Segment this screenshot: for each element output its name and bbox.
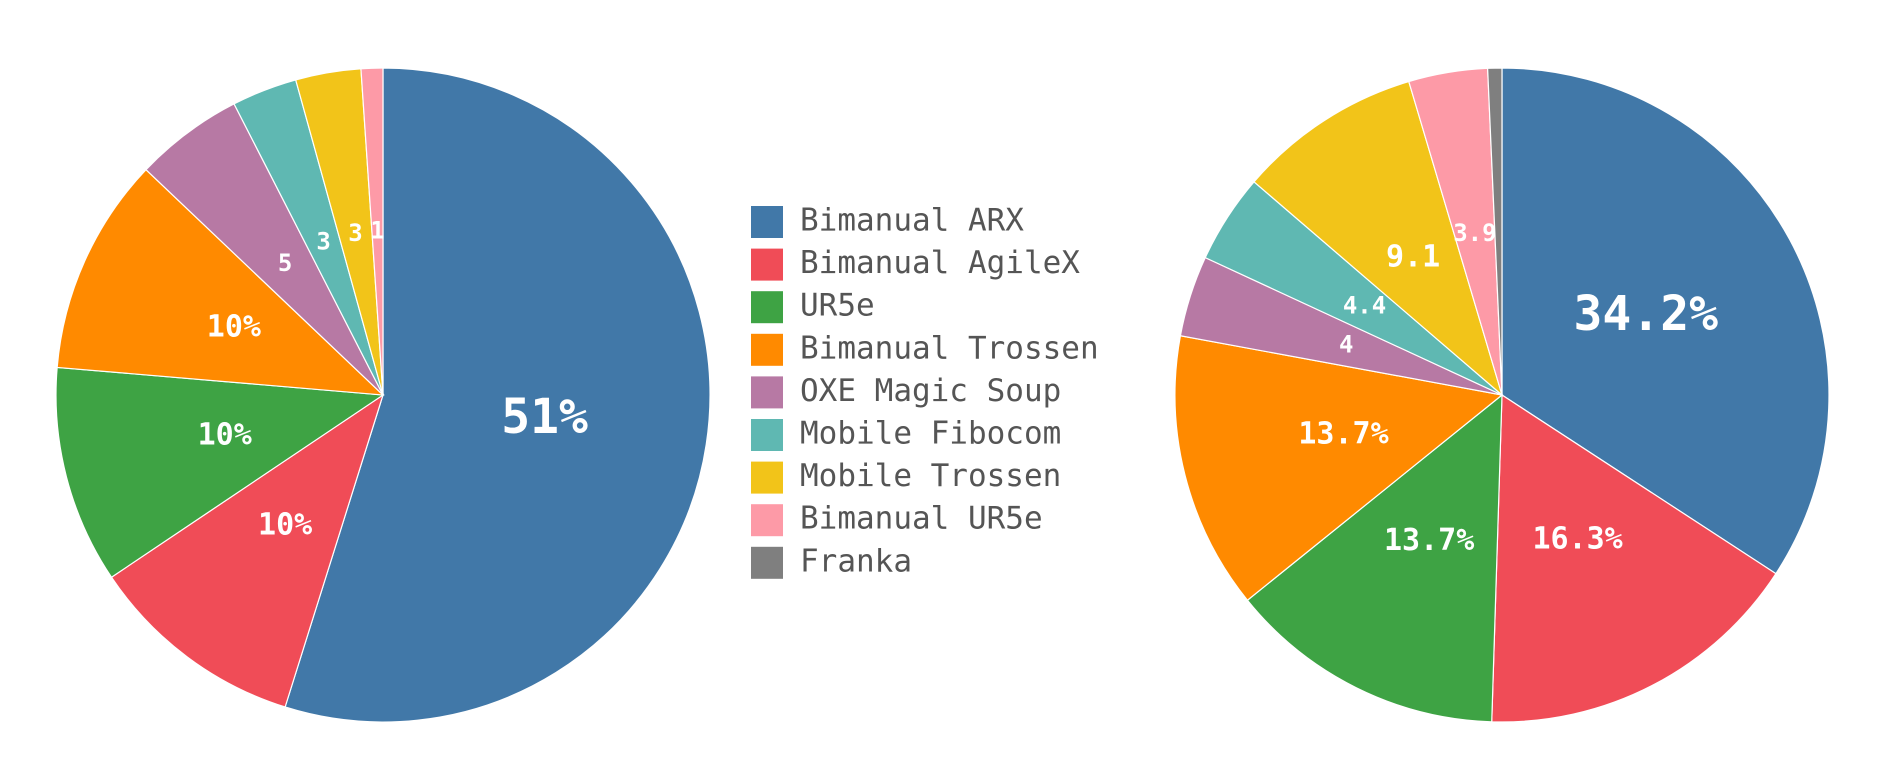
value-label: 4.4 <box>1343 292 1386 320</box>
pie-slice <box>1246 393 1503 723</box>
value-label: 3 <box>348 219 362 247</box>
pie-slice <box>1501 67 1830 575</box>
value-label: 4 <box>1339 330 1353 358</box>
legend-label: Bimanual UR5e <box>800 501 1043 537</box>
pie-slice <box>55 366 385 579</box>
legend-swatch <box>751 504 783 537</box>
pie-slice <box>284 67 711 723</box>
value-label: 10% <box>207 309 261 344</box>
pie-slice <box>110 393 385 708</box>
value-label: 13.7% <box>1298 417 1388 452</box>
legend-label: Bimanual ARX <box>800 203 1024 239</box>
legend-swatch <box>751 546 783 579</box>
legend-label: Bimanual Trossen <box>800 330 1099 366</box>
value-label: 10% <box>198 417 252 452</box>
legend-label: UR5e <box>800 288 875 324</box>
value-label: 1 <box>370 217 384 245</box>
legend: Bimanual ARX Bimanual AgileX UR5e Bimanual … <box>751 203 1099 579</box>
value-label: 10% <box>258 507 312 542</box>
legend-swatch <box>751 248 783 281</box>
legend-swatch <box>751 333 783 366</box>
value-label: 3 <box>316 228 330 256</box>
value-label: 51% <box>501 389 588 445</box>
pie-slice <box>1486 67 1503 396</box>
pie-slice <box>1491 393 1777 723</box>
pie-slice <box>1174 335 1504 602</box>
value-label: 13.7% <box>1384 523 1474 558</box>
value-label: 34.2% <box>1574 286 1719 342</box>
legend-swatch <box>751 419 783 451</box>
legend-label: Franka <box>800 543 912 579</box>
pie-slice <box>360 67 384 396</box>
pie-slice <box>1253 80 1504 397</box>
legend-label: Bimanual AgileX <box>800 245 1080 281</box>
legend-swatch <box>751 206 783 238</box>
pie-slice <box>56 168 385 396</box>
legend-swatch <box>751 291 783 324</box>
value-label: 16.3% <box>1532 521 1622 556</box>
legend-label: OXE Magic Soup <box>800 373 1061 409</box>
value-label: 5 <box>278 249 292 277</box>
pies: 51%10%10%10%53 3 134.2%16.3%13.7%13.7%44.4… <box>55 67 1830 723</box>
value-label: 3.9 <box>1453 219 1496 247</box>
legend-swatch <box>751 461 783 494</box>
legend-swatch <box>751 376 783 409</box>
legend-label: Mobile Trossen <box>800 458 1061 494</box>
value-label: 9.1 <box>1386 239 1440 274</box>
legend-label: Mobile Fibocom <box>800 416 1061 452</box>
